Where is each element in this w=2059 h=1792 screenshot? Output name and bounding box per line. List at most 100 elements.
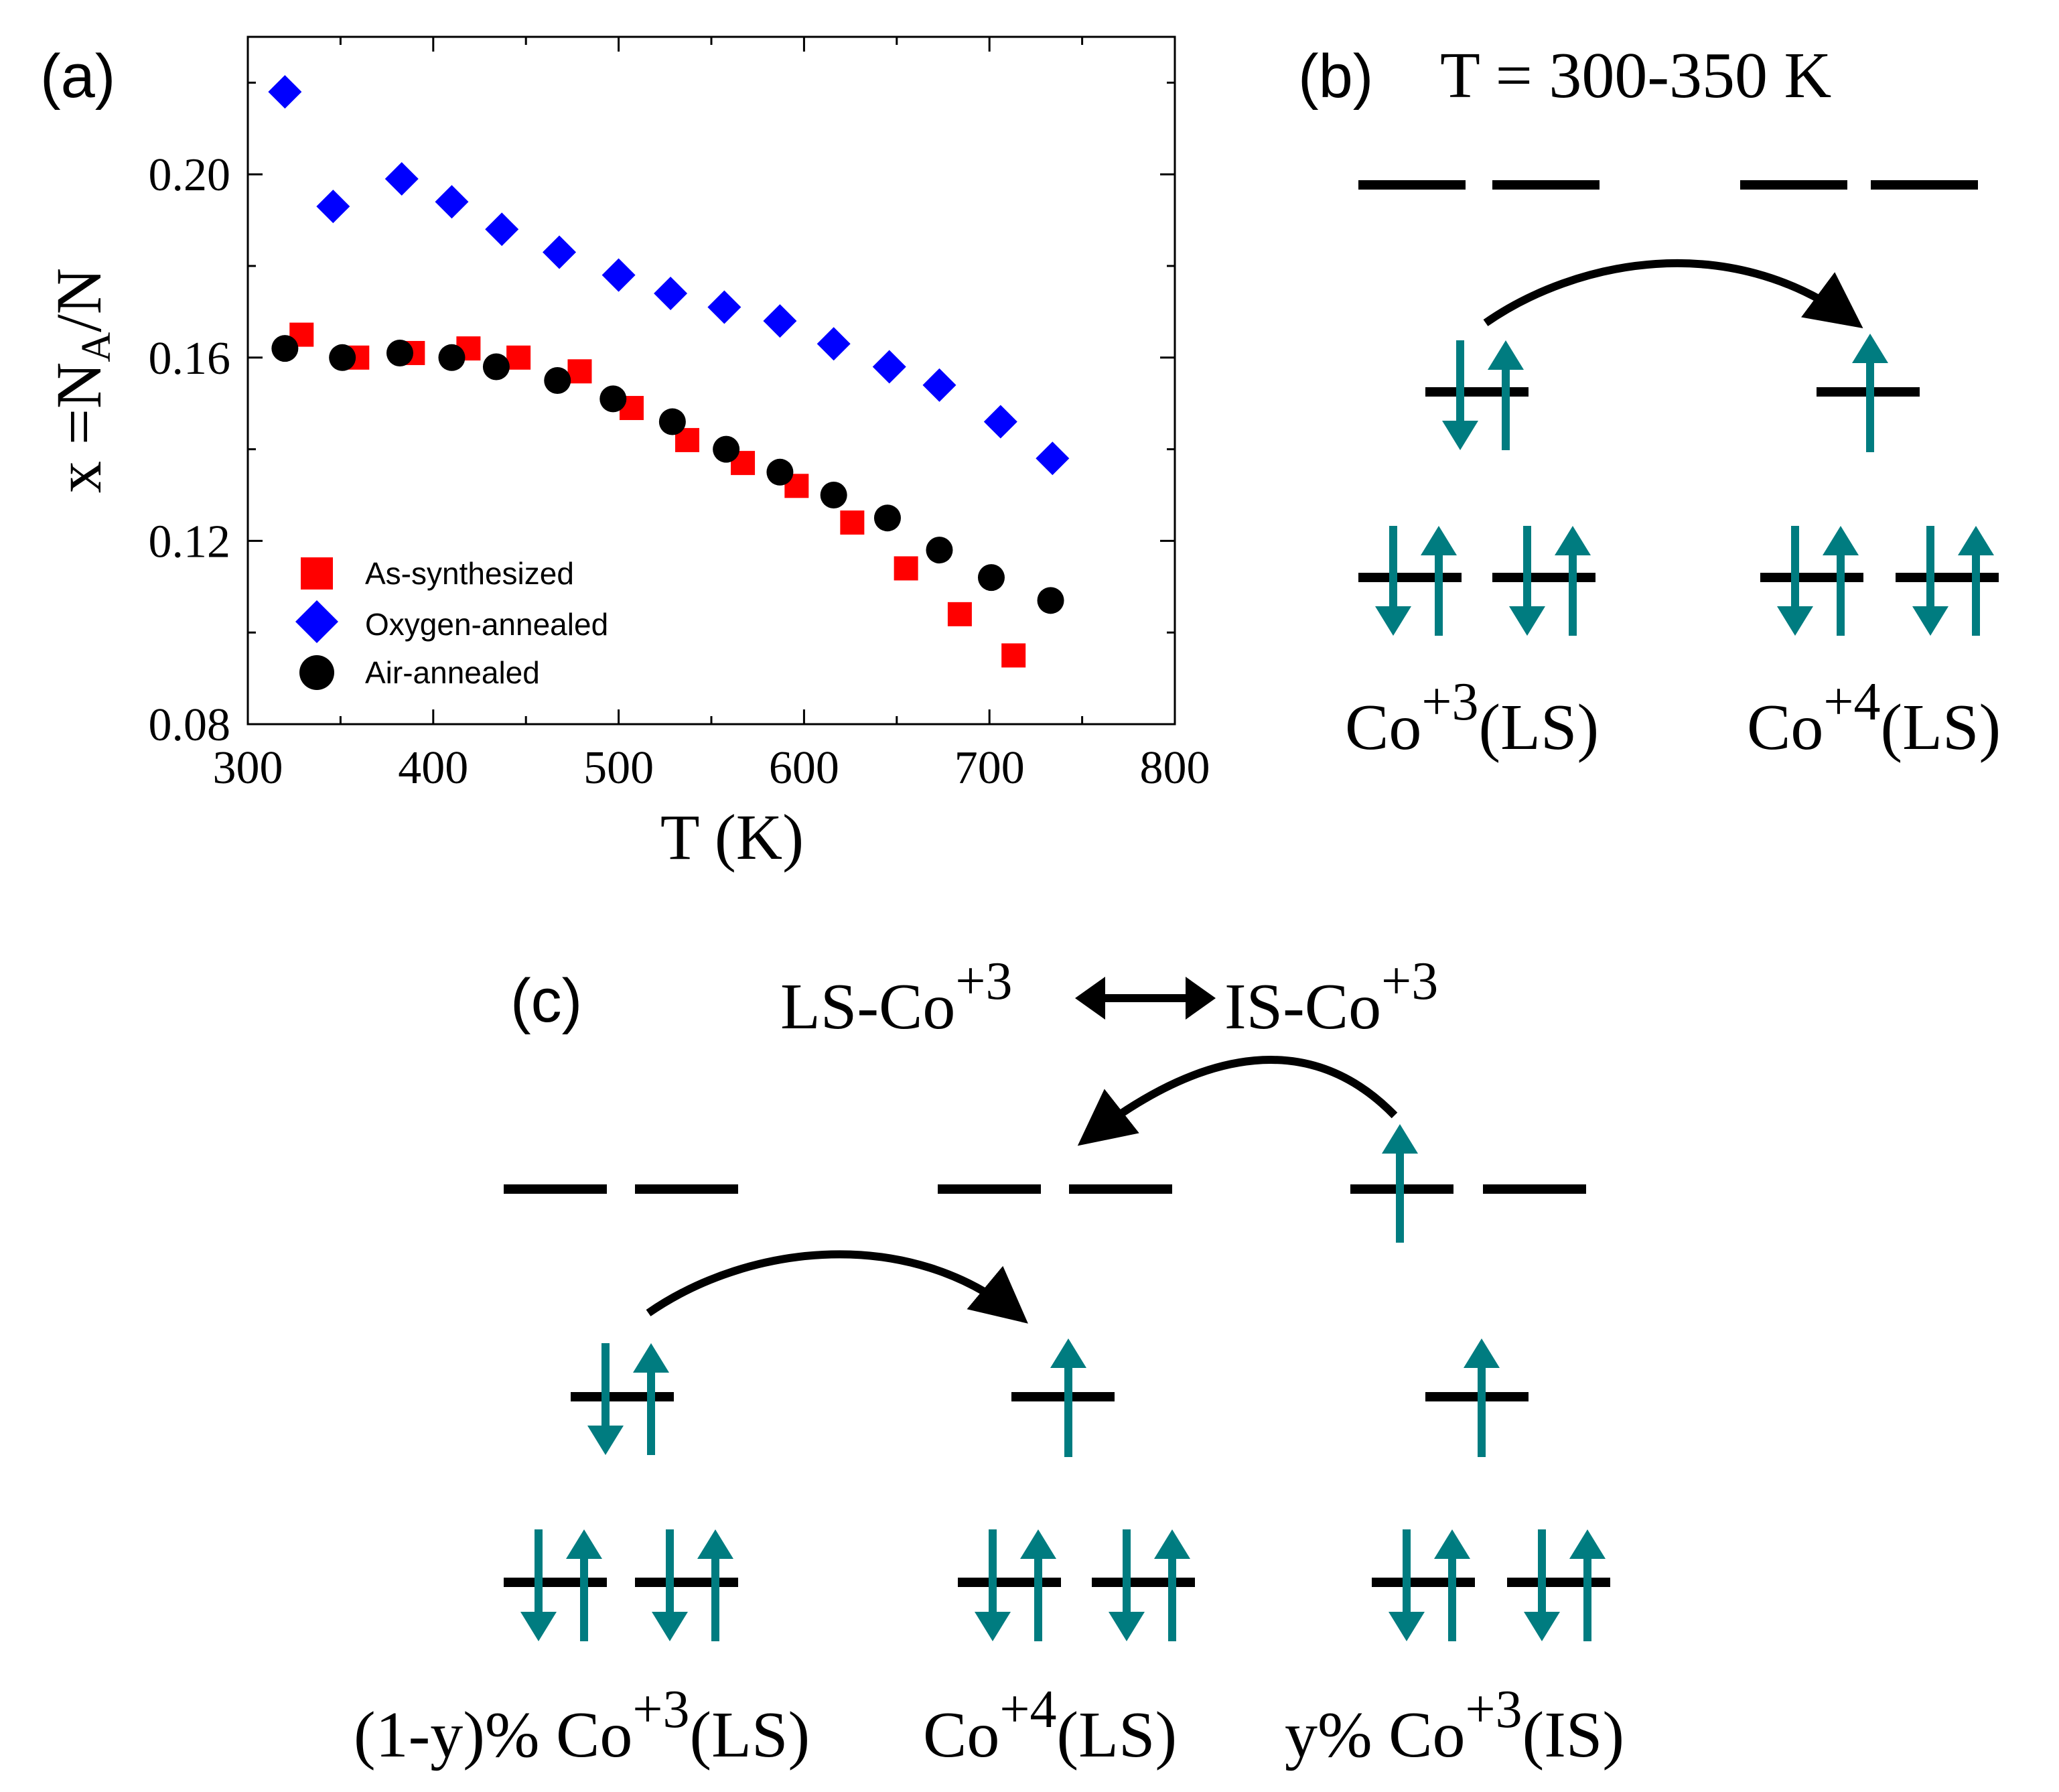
point-air-annealed: [329, 344, 356, 371]
spin-up-arrow: [1020, 1529, 1056, 1641]
point-oxygen-annealed: [268, 75, 302, 109]
legend: As-synthesized Oxygen-annealed Air-annea…: [295, 556, 608, 690]
point-oxygen-annealed: [816, 327, 851, 361]
point-as-synthesized: [894, 556, 918, 581]
point-as-synthesized: [567, 359, 592, 384]
point-oxygen-annealed: [707, 290, 741, 324]
co3-ls-label-b: Co+3(LS): [1345, 673, 1599, 764]
panel-b-label: (b): [1298, 42, 1373, 111]
y-tick-labels: 0.08 0.12 0.16 0.20: [149, 149, 231, 751]
point-oxygen-annealed: [485, 212, 519, 247]
point-as-synthesized: [1001, 643, 1026, 668]
spin-up-arrow: [1050, 1338, 1086, 1457]
y-tick-label: 0.20: [149, 149, 231, 201]
co4-ls-c: [958, 1338, 1195, 1641]
ls-co3-label: LS-Co+3: [780, 952, 1013, 1043]
x-axis-label: T (K): [660, 801, 804, 873]
co4-ls-label-c: Co+4(LS): [923, 1680, 1177, 1771]
panel-b-title: T = 300-350 K: [1440, 40, 1831, 112]
co3-is-label-c: y% Co+3(IS): [1285, 1680, 1624, 1771]
spin-up-arrow: [697, 1529, 733, 1641]
legend-label-air-annealed: Air-annealed: [365, 655, 540, 690]
spin-down-arrow: [587, 1343, 624, 1455]
spin-down-arrow: [975, 1529, 1011, 1641]
spin-down-arrow: [1777, 526, 1813, 636]
panel-b: (b) T = 300-350 K: [1298, 40, 2001, 764]
hop-arrow-c-lower: [646, 1250, 1028, 1324]
point-air-annealed: [438, 344, 466, 371]
point-oxygen-annealed: [435, 185, 469, 219]
co3-ls-b: [1358, 340, 1595, 636]
spin-down-arrow: [1912, 526, 1948, 636]
spin-down-arrow: [652, 1529, 688, 1641]
spin-up-arrow: [1464, 1338, 1500, 1457]
hop-arrow-c-upper: [1077, 1056, 1398, 1146]
co3-ls-label-c: (1-y)% Co+3(LS): [354, 1680, 810, 1771]
point-air-annealed: [926, 537, 953, 564]
is-eg-electron: [1382, 1124, 1418, 1243]
point-oxygen-annealed: [983, 405, 1017, 439]
legend-marker-air-annealed: [299, 655, 334, 690]
panel-a-label: (a): [40, 42, 115, 111]
point-air-annealed: [544, 367, 571, 394]
point-air-annealed: [766, 458, 794, 486]
y-axis-label: x =NA/N: [43, 268, 119, 493]
x-tick-label: 400: [398, 742, 468, 794]
panel-a: (a) 300 400 500 600 700 800 0.080.120.160.20 …: [40, 36, 1210, 873]
point-air-annealed: [820, 482, 847, 508]
point-air-annealed: [873, 504, 901, 532]
equilibrium-double-arrow: [1075, 977, 1216, 1020]
is-co3-label: IS-Co+3: [1224, 952, 1438, 1043]
point-oxygen-annealed: [601, 258, 636, 292]
x-tick-label: 500: [583, 742, 654, 794]
legend-label-oxygen-annealed: Oxygen-annealed: [365, 607, 608, 642]
point-as-synthesized: [947, 602, 972, 626]
spin-up-arrow: [1852, 334, 1888, 452]
spin-down-arrow: [1389, 1529, 1425, 1641]
x-tick-label: 300: [213, 742, 283, 794]
y-tick-label: 0.16: [149, 333, 231, 385]
x-tick-label: 700: [954, 742, 1025, 794]
point-oxygen-annealed: [384, 162, 419, 196]
spin-down-arrow: [1442, 340, 1478, 450]
legend-marker-oxygen-annealed: [295, 600, 338, 643]
point-air-annealed: [713, 435, 740, 463]
point-as-synthesized: [840, 510, 865, 535]
spin-up-arrow: [566, 1529, 602, 1641]
point-oxygen-annealed: [654, 277, 688, 311]
point-oxygen-annealed: [763, 304, 797, 338]
point-as-synthesized: [506, 345, 531, 370]
co3-ls-c: [504, 1343, 738, 1641]
co3-is-c: [1372, 1338, 1610, 1641]
point-oxygen-annealed: [922, 368, 956, 402]
point-oxygen-annealed: [543, 235, 577, 269]
x-tick-labels: 300 400 500 600 700 800: [213, 742, 1210, 794]
point-air-annealed: [599, 385, 627, 413]
legend-marker-as-synthesized: [301, 557, 333, 590]
point-air-annealed: [658, 408, 686, 435]
spin-up-arrow: [1434, 1529, 1470, 1641]
point-air-annealed: [1037, 587, 1064, 614]
point-air-annealed: [482, 353, 510, 381]
co4-ls-b: [1760, 334, 1999, 636]
spin-down-arrow: [1109, 1529, 1145, 1641]
spin-down-arrow: [1509, 526, 1545, 636]
legend-label-as-synthesized: As-synthesized: [365, 556, 574, 591]
spin-down-arrow: [520, 1529, 557, 1641]
y-tick-label: 0.08: [149, 699, 231, 751]
spin-up-arrow: [1154, 1529, 1190, 1641]
x-tick-label: 600: [769, 742, 839, 794]
spin-down-arrow: [1524, 1529, 1560, 1641]
spin-up-arrow: [1823, 526, 1859, 636]
point-air-annealed: [271, 335, 299, 362]
spin-up-arrow: [1421, 526, 1457, 636]
spin-up-arrow: [633, 1343, 669, 1455]
spin-up-arrow: [1488, 340, 1524, 450]
hop-arrow-b: [1483, 259, 1863, 329]
point-oxygen-annealed: [316, 190, 350, 224]
point-oxygen-annealed: [1036, 441, 1070, 476]
point-oxygen-annealed: [872, 350, 906, 384]
axis-ticks: [246, 37, 1176, 726]
y-tick-label: 0.12: [149, 516, 231, 567]
